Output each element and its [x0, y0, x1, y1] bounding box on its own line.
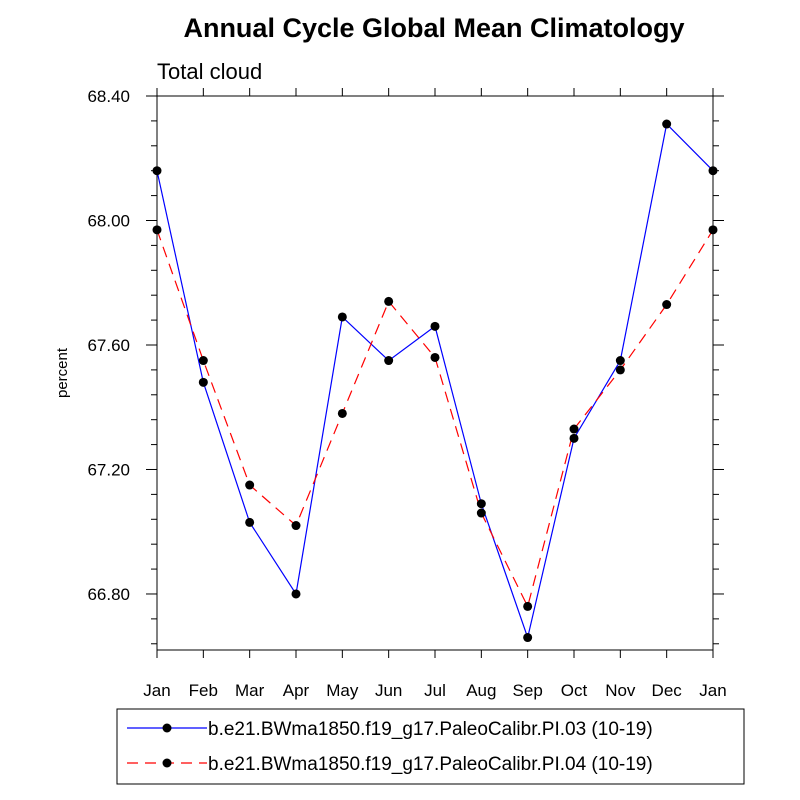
y-tick-label: 68.40 — [87, 87, 130, 106]
series-1-point — [662, 119, 672, 129]
legend-label-2: b.e21.BWma1850.f19_g17.PaleoCalibr.PI.04… — [208, 754, 653, 775]
x-tick-label: Apr — [283, 681, 310, 700]
x-tick-label: Jan — [699, 681, 726, 700]
series-line-1 — [156, 122, 714, 640]
axis-ticks: 66.80 67.20 67.60 68.00 68.40 Jan Feb Mar Apr May… — [87, 87, 726, 700]
y-tick-label: 67.60 — [87, 336, 130, 355]
series-1-point — [384, 356, 394, 366]
series-2-point — [430, 352, 440, 362]
series-1-point — [523, 633, 533, 643]
legend-label-1: b.e21.BWma1850.f19_g17.PaleoCalibr.PI.03… — [208, 719, 653, 740]
legend-marker-1 — [162, 723, 172, 733]
series-1-point — [569, 433, 579, 443]
series-points — [152, 119, 718, 643]
x-tick-label: Jun — [375, 681, 402, 700]
legend: b.e21.BWma1850.f19_g17.PaleoCalibr.PI.03… — [116, 708, 745, 785]
series-lines — [156, 122, 714, 640]
x-tick-label: Mar — [235, 681, 265, 700]
series-1-point — [152, 166, 162, 176]
series-2-point — [662, 300, 672, 310]
series-line-2 — [156, 229, 714, 609]
series-1-point — [198, 377, 208, 387]
series-2-point — [152, 225, 162, 235]
legend-marker-2 — [162, 758, 172, 768]
series-2-point — [476, 508, 486, 518]
series-2-point — [615, 365, 625, 375]
series-2-point — [291, 521, 301, 531]
series-1-point — [430, 321, 440, 331]
y-axis-label: percent — [54, 347, 71, 398]
y-tick-label: 66.80 — [87, 585, 130, 604]
series-1-point — [291, 589, 301, 599]
x-tick-label: Sep — [513, 681, 543, 700]
series-1-point — [615, 356, 625, 366]
chart-subtitle: Total cloud — [157, 59, 262, 84]
x-tick-label: May — [326, 681, 359, 700]
series-1-point — [337, 312, 347, 322]
x-tick-label: Oct — [561, 681, 588, 700]
x-tick-label: Feb — [189, 681, 218, 700]
plot-frame — [156, 95, 714, 651]
series-2-point — [245, 480, 255, 490]
series-2-point — [337, 408, 347, 418]
x-tick-label: Nov — [605, 681, 636, 700]
chart-title: Annual Cycle Global Mean Climatology — [183, 13, 684, 43]
x-tick-label: Jul — [424, 681, 446, 700]
series-1-point — [708, 166, 718, 176]
series-2-point — [384, 296, 394, 306]
x-tick-label: Aug — [466, 681, 496, 700]
y-tick-label: 68.00 — [87, 211, 130, 230]
x-tick-label: Jan — [143, 681, 170, 700]
x-tick-label: Dec — [652, 681, 683, 700]
series-1-point — [476, 499, 486, 509]
series-2-point — [708, 225, 718, 235]
y-tick-label: 67.20 — [87, 460, 130, 479]
series-2-point — [569, 424, 579, 434]
series-2-point — [198, 356, 208, 366]
legend-box — [116, 708, 745, 785]
series-1-point — [245, 517, 255, 527]
series-2-point — [523, 601, 533, 611]
